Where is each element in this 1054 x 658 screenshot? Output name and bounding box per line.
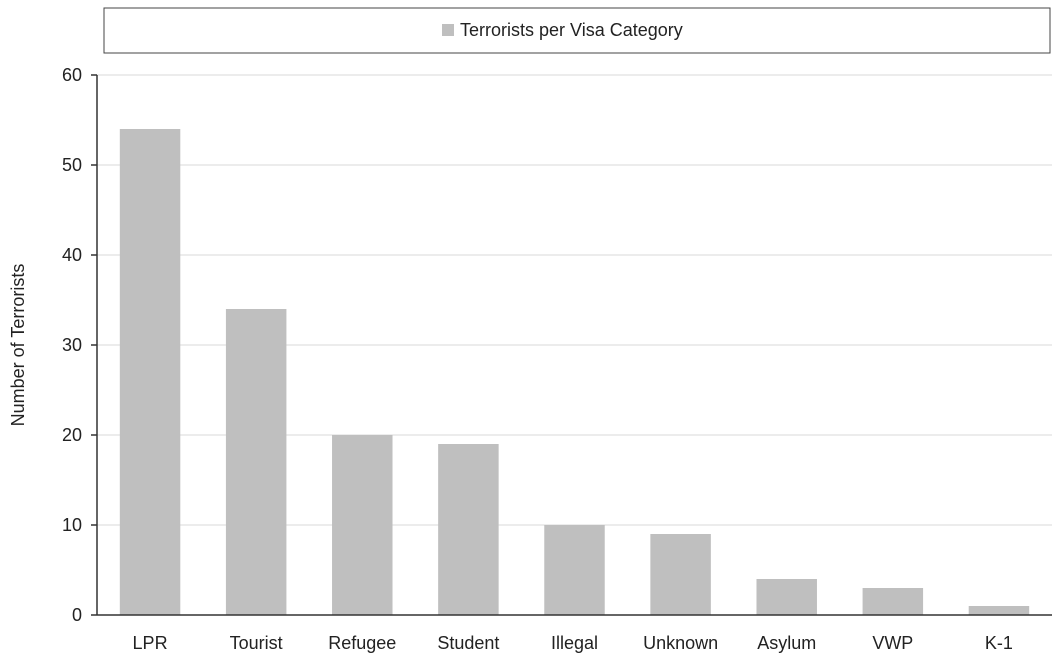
bar-illegal (544, 525, 605, 615)
x-tick-label: Student (437, 633, 499, 653)
y-tick-label: 0 (72, 605, 82, 625)
legend-label: Terrorists per Visa Category (460, 20, 683, 40)
y-tick-label: 20 (62, 425, 82, 445)
x-tick-label: VWP (872, 633, 913, 653)
x-tick-label: Illegal (551, 633, 598, 653)
bar-unknown (650, 534, 711, 615)
y-axis-label: Number of Terrorists (8, 264, 28, 427)
x-tick-label: K-1 (985, 633, 1013, 653)
y-tick-label: 10 (62, 515, 82, 535)
y-tick-label: 30 (62, 335, 82, 355)
x-axis-ticks: LPR Tourist Refugee Student Illegal Unknown As… (133, 633, 1013, 653)
legend: Terrorists per Visa Category (103, 7, 1051, 54)
x-tick-label: Refugee (328, 633, 396, 653)
y-axis-ticks: 0 10 20 30 40 50 60 (62, 65, 97, 625)
x-tick-label: Unknown (643, 633, 718, 653)
bar-tourist (225, 309, 287, 615)
bar-student (438, 444, 499, 615)
bars (119, 129, 1030, 615)
legend-swatch (442, 24, 454, 36)
x-tick-label: Tourist (230, 633, 283, 653)
y-tick-label: 40 (62, 245, 82, 265)
x-tick-label: LPR (133, 633, 168, 653)
bar-vwp (862, 588, 924, 615)
y-tick-label: 60 (62, 65, 82, 85)
bar-refugee (332, 435, 393, 615)
x-tick-label: Asylum (757, 633, 816, 653)
y-tick-label: 50 (62, 155, 82, 175)
bar-asylum (756, 579, 817, 615)
bar-lpr (119, 129, 181, 615)
bar-k-1 (968, 606, 1030, 615)
legend-box (103, 7, 1051, 54)
